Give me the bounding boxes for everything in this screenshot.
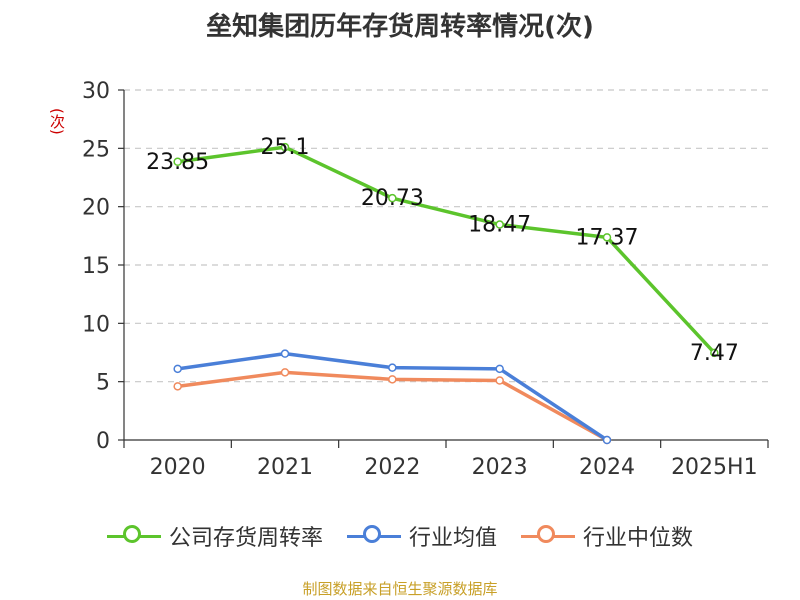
data-point xyxy=(388,363,397,372)
legend-swatch-company xyxy=(106,524,161,548)
data-point xyxy=(602,233,612,242)
series-lines xyxy=(173,142,719,445)
data-labels: 23.85 25.1 20.73 18.47 17.37 7.47 xyxy=(146,135,739,366)
legend-item-industry-mean[interactable]: 行业均值 xyxy=(346,520,497,552)
y-tick-label: 15 xyxy=(82,254,110,279)
legend-dot xyxy=(122,525,141,543)
data-point xyxy=(388,193,397,203)
data-point xyxy=(495,376,504,385)
data-point xyxy=(173,382,182,391)
y-tick-label: 5 xyxy=(96,371,110,396)
chart-title: 垒知集团历年存货周转率情况(次) xyxy=(206,12,594,42)
x-tick-label: 2021 xyxy=(257,455,313,480)
y-tick-label: 25 xyxy=(82,137,110,162)
y-tick-label: 0 xyxy=(96,429,110,454)
y-tick-label: 10 xyxy=(82,312,110,337)
y-tick-label: 30 xyxy=(82,79,110,104)
data-point xyxy=(710,348,719,358)
x-tick-label: 2024 xyxy=(579,455,635,480)
legend-label: 行业中位数 xyxy=(583,526,694,551)
legend-label: 行业均值 xyxy=(408,526,497,551)
x-tick-label: 2022 xyxy=(364,455,420,480)
data-point xyxy=(495,220,504,229)
legend-swatch-industry-mean xyxy=(346,524,401,548)
series-line xyxy=(177,145,716,355)
y-axis-unit-label: (次) xyxy=(48,108,66,135)
legend-dot xyxy=(537,525,555,543)
x-tick-label: 2020 xyxy=(150,455,206,480)
x-tick-label: 2023 xyxy=(472,455,528,480)
data-point xyxy=(173,157,182,166)
x-tick-label: 2025H1 xyxy=(671,455,758,480)
legend-swatch-industry-median xyxy=(521,524,575,548)
data-label: 7.47 xyxy=(690,341,739,366)
data-point xyxy=(495,364,504,374)
y-tick-label: 20 xyxy=(82,196,110,221)
data-point xyxy=(602,435,612,445)
data-point xyxy=(173,364,182,374)
data-label: 17.37 xyxy=(576,225,639,250)
grid-lines xyxy=(124,89,768,383)
data-label: 25.1 xyxy=(261,135,310,160)
data-point xyxy=(280,142,290,152)
data-label: 18.47 xyxy=(468,213,531,238)
legend-item-company[interactable]: 公司存货周转率 xyxy=(106,520,323,552)
legend-dot xyxy=(362,525,381,543)
source-note: 制图数据来自恒生聚源数据库 xyxy=(302,580,498,598)
data-point xyxy=(280,368,290,377)
legend: 公司存货周转率 行业均值 行业中位数 xyxy=(0,520,800,552)
data-label: 23.85 xyxy=(146,150,209,175)
data-label: 20.73 xyxy=(361,186,424,211)
axes: 0 5 10 15 20 25 30 2020 2021 2022 2023 2024 2025H1 xyxy=(82,79,769,480)
legend-label: 公司存货周转率 xyxy=(168,526,323,551)
data-point xyxy=(388,375,397,384)
data-point xyxy=(280,349,290,358)
legend-item-industry-median[interactable]: 行业中位数 xyxy=(521,520,693,552)
